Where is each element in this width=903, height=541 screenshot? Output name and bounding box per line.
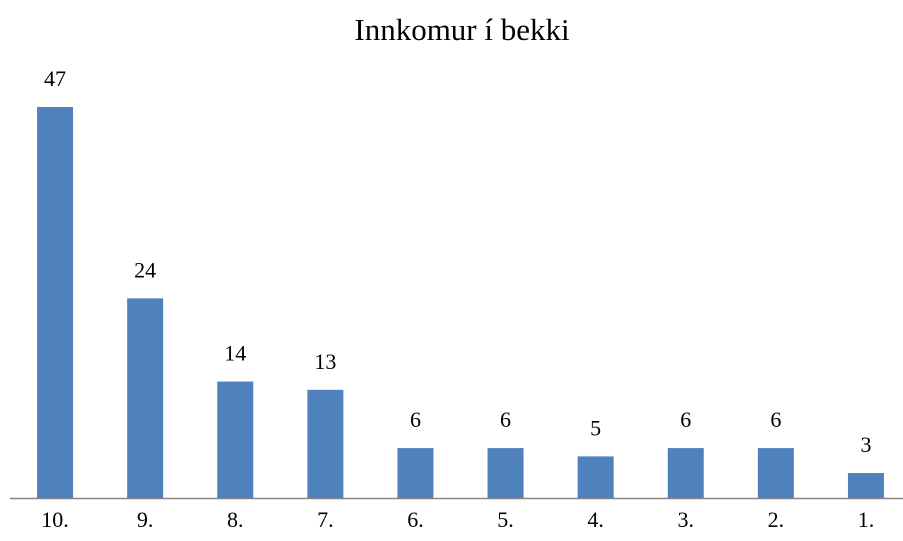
bar <box>667 448 704 498</box>
x-tick-label: 1. <box>858 507 875 532</box>
x-tick-label: 4. <box>587 507 604 532</box>
value-label: 14 <box>224 341 246 366</box>
bar <box>487 448 524 498</box>
value-label: 6 <box>770 407 781 432</box>
value-label: 5 <box>590 415 601 440</box>
x-tick-label: 5. <box>497 507 514 532</box>
bar <box>577 456 614 498</box>
value-label: 6 <box>680 407 691 432</box>
value-label: 3 <box>860 432 871 457</box>
x-tick-label: 9. <box>137 507 154 532</box>
bar <box>397 448 434 498</box>
value-label: 6 <box>500 407 511 432</box>
bar <box>37 107 74 498</box>
x-tick-label: 2. <box>768 507 785 532</box>
value-label: 6 <box>410 407 421 432</box>
bar <box>217 381 254 498</box>
x-tick-label: 6. <box>407 507 424 532</box>
value-label: 24 <box>134 257 156 282</box>
x-tick-label: 3. <box>678 507 695 532</box>
chart-title: Innkomur í bekki <box>354 12 570 47</box>
x-tick-label: 10. <box>41 507 69 532</box>
bar <box>127 298 164 498</box>
x-tick-label: 8. <box>227 507 244 532</box>
x-tick-label: 7. <box>317 507 334 532</box>
value-label: 47 <box>44 66 66 91</box>
bar <box>757 448 794 498</box>
bar <box>847 473 884 498</box>
value-label: 13 <box>314 349 336 374</box>
bar <box>307 389 344 498</box>
